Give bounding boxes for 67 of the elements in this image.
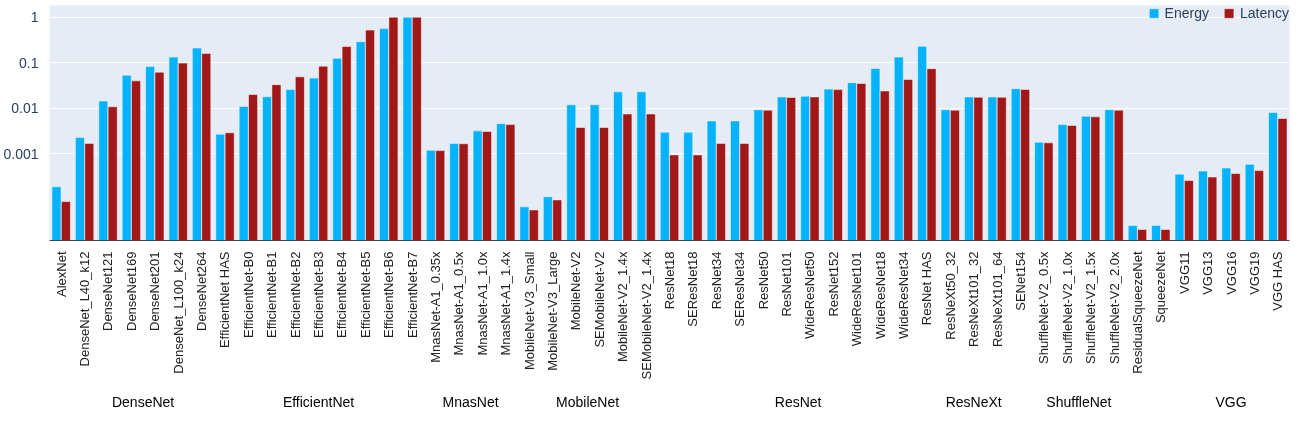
x-tick-label: WideResNet18 [872,251,888,339]
y-tick-label: 0.001 [3,145,39,162]
y-tick-label: 1 [30,9,39,26]
y-tick-label: 0.01 [11,100,39,117]
x-tick-label: SEResNet34 [732,251,748,327]
x-tick-label: VGG HAS [1270,251,1286,311]
x-tick-label: EfficientNet HAS [217,251,233,349]
x-tick-label: DenseNet_L40_k12 [77,251,93,367]
text: VGG [1215,393,1247,410]
x-tick-label: EfficientNet-B4 [334,251,350,338]
x-tick-label: MnasNet-A1_1.0x [474,251,490,356]
x-tick-label: ResNeXt101_64 [989,251,1005,347]
x-tick-label: MobileNet-V2_1.4x [615,251,631,363]
x-tick-label: SENet154 [1012,251,1028,311]
x-tick-label: VGG13 [1200,251,1216,295]
text: DenseNet [111,393,175,410]
x-tick-label: VGG19 [1246,251,1262,295]
x-tick-label: VGG16 [1223,251,1239,295]
x-tick-label: ShuffleNet-V2_1.0x [1059,251,1075,364]
x-tick-label: DenseNet201 [147,251,163,331]
x-tick-label: EfficientNet-B7 [404,251,420,338]
x-tick-label: ResNet34 [708,251,724,310]
legend-label: Energy [1164,5,1209,21]
x-tick-label: MnasNet-A1_0.35x [428,251,444,363]
x-tick-label: ShuffleNet-V2_0.5x [1036,251,1052,364]
x-tick-label: EfficientNet-B1 [264,251,280,338]
x-tick-label: EfficientNet-B3 [311,251,327,338]
y-tick-label: 0.1 [19,54,39,71]
x-tick-label: ResidualSqueezeNet [1129,251,1145,374]
x-tick-label: EfficientNet-B6 [381,251,397,338]
text: MobileNet [556,393,620,410]
x-tick-label: DenseNet169 [123,251,139,331]
x-tick-label: DenseNet_L100_k24 [170,251,186,374]
text: MnasNet [442,393,499,410]
x-tick-label: EfficientNet-B5 [357,251,373,338]
text: EfficientNet [282,393,355,410]
x-tick-label: DenseNet264 [194,251,210,331]
legend-label: Latency [1239,5,1289,21]
x-tick-label: ResNet50 [755,251,771,310]
text: ResNeXt [945,393,1002,410]
x-tick-label: ResNeXt50_32 [942,251,958,340]
x-tick-label: ResNet HAS [919,251,935,326]
x-tick-label: SEMobileNet-V2_1.4x [638,251,654,380]
x-tick-label: ShuffleNet-V2_1.5x [1083,251,1099,364]
x-tick-label: AlexNet [53,251,69,298]
x-tick-label: SqueezeNet [1153,251,1169,324]
x-tick-label: WideResNet50 [802,251,818,339]
x-tick-label: MobileNet-V3_Small [521,251,537,370]
x-tick-label: ResNet18 [662,251,677,310]
x-tick-label: EfficientNet-B0 [240,251,256,338]
x-tick-label: DenseNet121 [100,251,116,331]
x-tick-label: MobileNet-V2 [568,251,584,331]
x-tick-label: ShuffleNet-V2_2.0x [1106,251,1122,364]
x-tick-label: ResNet152 [825,251,841,317]
x-tick-label: ResNeXt101_32 [966,251,982,347]
x-tick-label: MnasNet-A1_0.5x [451,251,467,356]
x-tick-label: WideResNet101 [849,251,865,347]
x-tick-label: SEMobileNet-V2 [591,251,607,348]
text: ShuffleNet [1046,393,1112,410]
x-tick-label: WideResNet34 [895,251,911,339]
x-tick-label: EfficientNet-B2 [287,251,303,338]
x-tick-label: VGG11 [1176,251,1192,294]
x-tick-label: MobileNet-V3_Large [545,251,561,371]
x-tick-label: MnasNet-A1_1.4x [498,251,514,356]
x-tick-label: ResNet101 [778,251,794,317]
text: ResNet [774,393,822,410]
x-tick-label: SEResNet18 [685,251,701,327]
